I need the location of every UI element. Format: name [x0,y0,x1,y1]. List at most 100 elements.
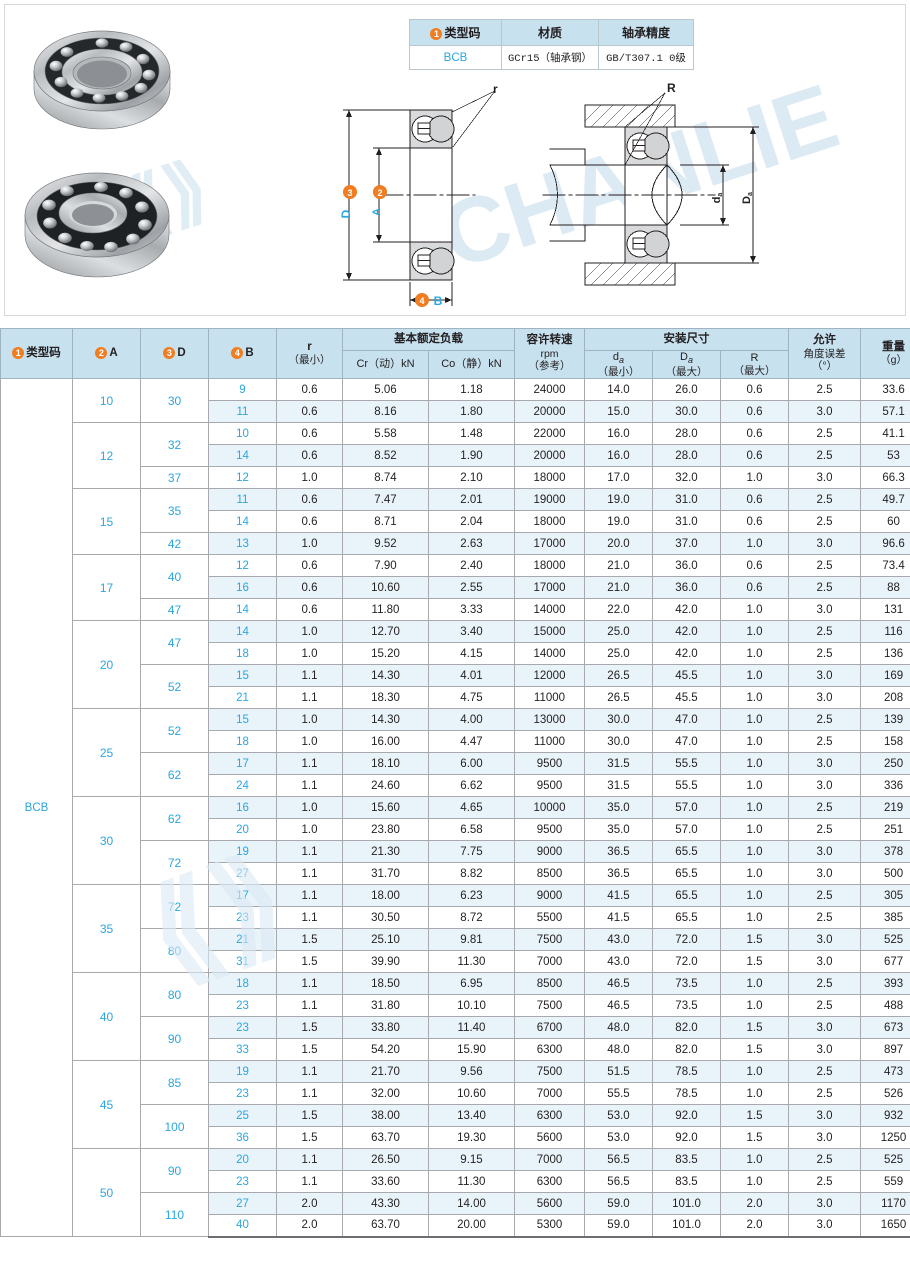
cell-r: 1.0 [277,643,343,665]
cell-angle: 3.0 [789,1017,861,1039]
cell-b: 14 [209,511,277,533]
cell-Da: 26.0 [653,379,721,401]
cell-angle: 3.0 [789,401,861,423]
cell-speed: 22000 [515,423,585,445]
cell-b: 16 [209,577,277,599]
cell-d: 47 [141,599,209,621]
cell-r: 1.0 [277,621,343,643]
marker-1-icon: 1 [12,347,24,359]
cell-Da: 92.0 [653,1105,721,1127]
cell-d: 32 [141,423,209,467]
cell-Da: 45.5 [653,687,721,709]
cell-a: 35 [73,885,141,973]
cell-weight: 88 [861,577,910,599]
cell-R: 1.0 [721,687,789,709]
cell-weight: 49.7 [861,489,910,511]
cell-da: 46.5 [585,995,653,1017]
cell-co: 20.00 [429,1215,515,1237]
th-load-group: 基本额定负载 [343,329,515,351]
svg-text:3: 3 [347,188,352,198]
cell-angle: 3.0 [789,467,861,489]
cell-r: 0.6 [277,555,343,577]
cell-r: 1.0 [277,709,343,731]
cell-weight: 116 [861,621,910,643]
cell-d: 85 [141,1061,209,1105]
cell-R: 1.5 [721,1105,789,1127]
cell-r: 1.1 [277,665,343,687]
cell-co: 2.04 [429,511,515,533]
cell-co: 8.72 [429,907,515,929]
cell-cr: 5.58 [343,423,429,445]
cell-angle: 3.0 [789,775,861,797]
cell-Da: 78.5 [653,1083,721,1105]
cell-R: 1.0 [721,709,789,731]
cell-da: 31.5 [585,753,653,775]
cell-da: 36.5 [585,841,653,863]
cell-R: 1.0 [721,995,789,1017]
cell-angle: 3.0 [789,753,861,775]
cell-Da: 28.0 [653,423,721,445]
cell-r: 0.6 [277,379,343,401]
cell-Da: 36.0 [653,577,721,599]
cell-r: 2.0 [277,1193,343,1215]
cell-angle: 2.5 [789,445,861,467]
cell-d: 110 [141,1193,209,1237]
cell-speed: 9500 [515,753,585,775]
cell-speed: 13000 [515,709,585,731]
cell-da: 59.0 [585,1193,653,1215]
cell-R: 0.6 [721,401,789,423]
cell-r: 0.6 [277,401,343,423]
cell-b: 40 [209,1215,277,1237]
cell-angle: 2.5 [789,973,861,995]
cell-speed: 18000 [515,555,585,577]
cell-co: 4.75 [429,687,515,709]
cell-Da: 65.5 [653,863,721,885]
cell-cr: 8.71 [343,511,429,533]
cell-cr: 39.90 [343,951,429,973]
cell-b: 31 [209,951,277,973]
cell-cr: 18.30 [343,687,429,709]
cell-b: 11 [209,401,277,423]
cell-angle: 3.0 [789,687,861,709]
label-D: D [339,209,353,218]
cell-co: 19.30 [429,1127,515,1149]
cell-speed: 5600 [515,1193,585,1215]
cell-r: 1.0 [277,467,343,489]
cell-b: 23 [209,1171,277,1193]
cell-co: 4.01 [429,665,515,687]
cell-angle: 2.5 [789,995,861,1017]
cell-r: 1.5 [277,1039,343,1061]
cell-angle: 2.5 [789,885,861,907]
cell-speed: 6300 [515,1039,585,1061]
cell-r: 0.6 [277,577,343,599]
cell-co: 6.58 [429,819,515,841]
cell-a: 30 [73,797,141,885]
cell-da: 17.0 [585,467,653,489]
cell-a: 17 [73,555,141,621]
cell-b: 27 [209,863,277,885]
cell-R: 1.0 [721,599,789,621]
cell-cr: 24.60 [343,775,429,797]
cell-weight: 169 [861,665,910,687]
cell-co: 2.55 [429,577,515,599]
cell-type-code: BCB [1,379,73,1237]
cell-R: 1.0 [721,753,789,775]
cell-weight: 60 [861,511,910,533]
cell-speed: 7000 [515,1149,585,1171]
cell-angle: 3.0 [789,951,861,973]
cell-R: 2.0 [721,1193,789,1215]
cell-Da: 72.0 [653,929,721,951]
cell-b: 27 [209,1193,277,1215]
cell-da: 53.0 [585,1127,653,1149]
cell-b: 23 [209,995,277,1017]
cell-R: 1.0 [721,1083,789,1105]
cell-r: 1.1 [277,1171,343,1193]
cell-co: 3.33 [429,599,515,621]
cell-da: 16.0 [585,423,653,445]
